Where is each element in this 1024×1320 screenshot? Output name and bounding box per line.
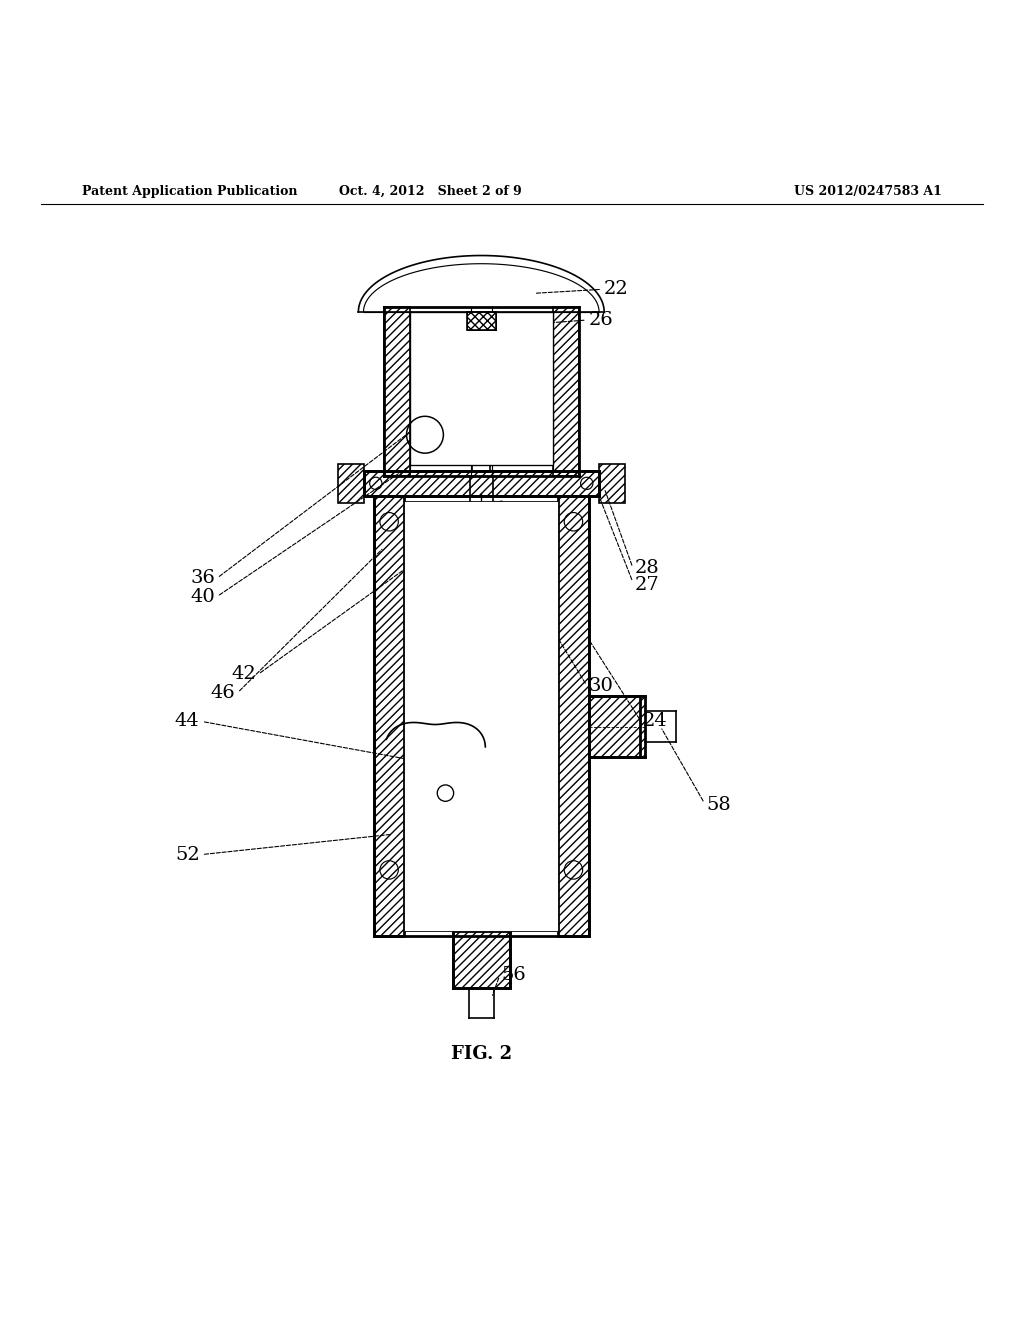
Text: 22: 22 [604,280,629,298]
Bar [364,470,599,496]
Text: 56: 56 [502,966,526,985]
Text: Oct. 4, 2012   Sheet 2 of 9: Oct. 4, 2012 Sheet 2 of 9 [339,185,521,198]
Text: 40: 40 [190,587,215,606]
Text: 46: 46 [211,684,236,702]
Text: 58: 58 [707,796,731,814]
Text: 52: 52 [175,846,200,863]
Bar [553,306,579,475]
Text: 27: 27 [635,577,659,594]
Bar [374,496,404,936]
Bar [410,312,553,466]
Text: 28: 28 [635,558,659,577]
Text: US 2012/0247583 A1: US 2012/0247583 A1 [795,185,942,198]
Text: 44: 44 [175,713,200,730]
Bar [384,306,410,475]
Text: 36: 36 [190,569,215,587]
Text: 30: 30 [589,677,613,694]
Bar [599,465,625,503]
Text: FIG. 2: FIG. 2 [451,1045,512,1063]
Bar [467,312,496,330]
Text: 26: 26 [589,312,613,329]
Bar [453,932,510,987]
Bar [338,465,364,503]
Bar [404,502,558,932]
Text: Patent Application Publication: Patent Application Publication [82,185,297,198]
Text: 42: 42 [231,665,256,684]
Bar [558,496,589,936]
Bar [467,312,496,330]
Text: 24: 24 [643,713,668,730]
Bar [589,696,645,758]
